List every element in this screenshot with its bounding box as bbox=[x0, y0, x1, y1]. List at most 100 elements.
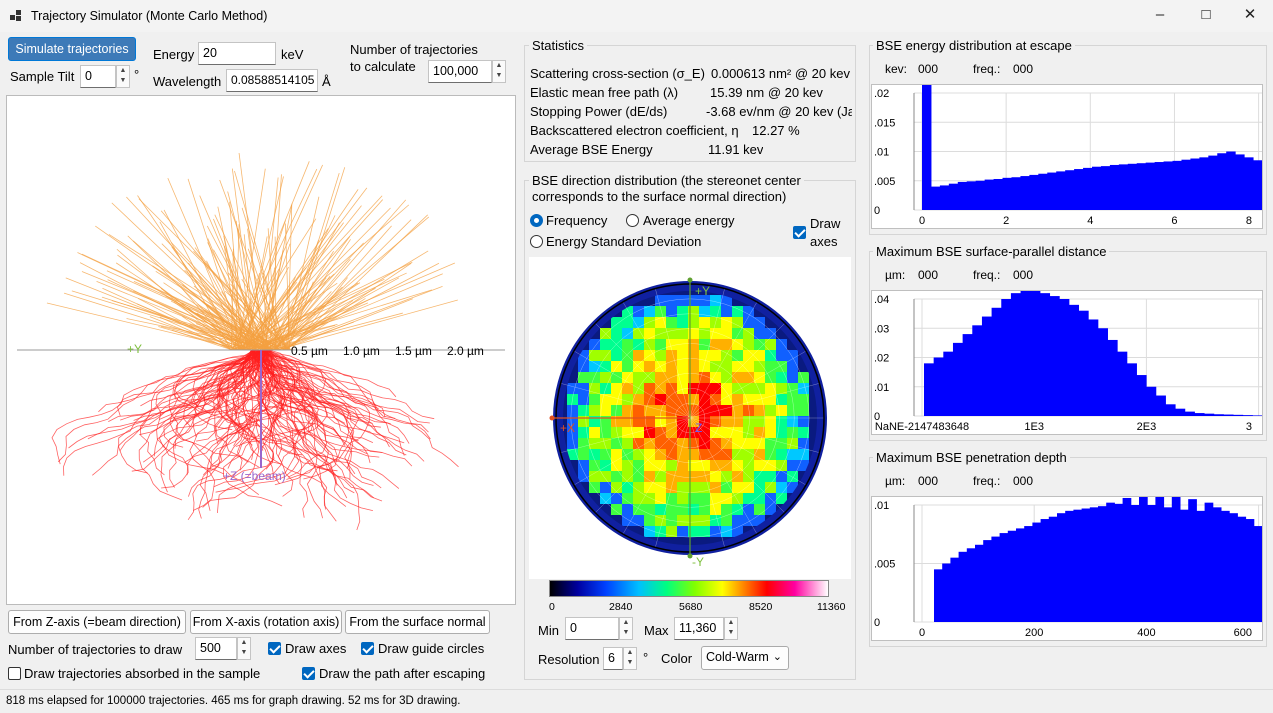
distance-hist-bar bbox=[981, 316, 993, 416]
draw-guide-checkbox[interactable] bbox=[361, 642, 374, 655]
stereo-draw-axes-checkbox[interactable] bbox=[793, 226, 806, 239]
depth-hist-ytick: 0 bbox=[874, 617, 880, 629]
depth-hist-info-freq: freq.: bbox=[973, 474, 1001, 488]
stat-value: 12.27 % bbox=[752, 123, 800, 138]
colorbar-tick-2: 5680 bbox=[679, 601, 703, 613]
distance-hist-bar bbox=[1049, 296, 1060, 416]
distance-hist-bar bbox=[1223, 414, 1234, 416]
distance-hist-bar bbox=[933, 357, 944, 416]
num-draw-spinner[interactable]: ▲ ▼ bbox=[237, 637, 251, 660]
maximize-button[interactable]: □ bbox=[1201, 6, 1211, 23]
num-draw-input[interactable]: 500 bbox=[195, 637, 237, 660]
depth-hist-ytick: .005 bbox=[874, 559, 895, 571]
color-select-value: Cold-Warm bbox=[706, 650, 769, 664]
minimize-button[interactable]: – bbox=[1155, 6, 1165, 23]
view-z-axis-button[interactable]: From Z-axis (=beam direction) bbox=[8, 610, 186, 634]
depth-hist-bar bbox=[1253, 526, 1262, 622]
depth-hist-bar bbox=[1024, 526, 1033, 622]
min-label: Min bbox=[538, 623, 559, 638]
depth-hist-bar bbox=[1229, 513, 1238, 622]
view-x-axis-button[interactable]: From X-axis (rotation axis) bbox=[190, 610, 342, 634]
draw-axes-checkbox[interactable] bbox=[268, 642, 281, 655]
distance-hist-bar bbox=[1020, 291, 1031, 416]
energy-input[interactable]: 20 bbox=[198, 42, 276, 65]
energy-hist-bar bbox=[1163, 161, 1174, 210]
stereonet-canvas bbox=[549, 277, 827, 559]
distance-hist-plot[interactable]: .04 .03 .02 .01 0 NaNE-2147483648 1E3 2E3 3 bbox=[871, 290, 1263, 435]
depth-hist-bar bbox=[1122, 497, 1132, 622]
radio-energy-std[interactable] bbox=[530, 235, 543, 248]
depth-hist-bar bbox=[1057, 513, 1066, 622]
max-spinner[interactable]: ▲ ▼ bbox=[724, 617, 738, 640]
colorbar-tick-3: 8520 bbox=[749, 601, 773, 613]
distance-hist-bar bbox=[943, 351, 954, 416]
energy-hist-bar bbox=[1181, 159, 1191, 210]
distance-hist-bar bbox=[991, 307, 1002, 416]
energy-hist-canvas: .02 .015 .01 .005 0 0 2 4 6 8 bbox=[874, 85, 1262, 227]
energy-hist-xtick: 8 bbox=[1246, 215, 1252, 227]
depth-hist-bar bbox=[942, 563, 951, 622]
y-axis-label: +Y bbox=[127, 342, 143, 356]
num-traj-input[interactable]: 100,000 bbox=[428, 60, 492, 83]
radio-average-energy[interactable] bbox=[626, 214, 639, 227]
trajectory-view[interactable]: 0.5 µm 1.0 µm 1.5 µm 2.0 µm +Y +Z (=beam… bbox=[6, 95, 516, 605]
energy-hist-bar bbox=[1065, 170, 1075, 210]
min-input[interactable]: 0 bbox=[565, 617, 619, 640]
resolution-spinner[interactable]: ▲ ▼ bbox=[623, 647, 637, 670]
depth-hist-bar bbox=[958, 551, 968, 622]
depth-hist-plot[interactable]: .01 .005 0 0 200 400 600 bbox=[871, 496, 1263, 641]
energy-label: Energy bbox=[153, 47, 195, 62]
energy-hist-bar bbox=[1056, 171, 1066, 210]
energy-hist-bar bbox=[1208, 155, 1218, 210]
energy-hist-bar bbox=[1226, 151, 1236, 210]
wavelength-input[interactable]: 0.08588514105 bbox=[226, 69, 318, 92]
energy-hist-bar bbox=[1109, 164, 1120, 210]
stereonet-view[interactable]: +Y -Y +X Z bbox=[529, 257, 851, 579]
energy-hist-plot[interactable]: .02 .015 .01 .005 0 0 2 4 6 8 bbox=[871, 84, 1263, 229]
distance-hist-ytick: .04 bbox=[874, 294, 889, 306]
scale-label-15: 1.5 µm bbox=[395, 344, 432, 358]
depth-hist-bar bbox=[1114, 503, 1124, 622]
depth-hist-bar bbox=[1188, 499, 1197, 622]
depth-hist-bar bbox=[934, 569, 943, 622]
distance-hist-bar bbox=[1155, 395, 1166, 416]
resolution-unit: ° bbox=[643, 650, 649, 665]
depth-hist-bar bbox=[1245, 519, 1255, 622]
radio-frequency[interactable] bbox=[530, 214, 543, 227]
energy-hist-bar bbox=[1011, 177, 1021, 210]
energy-hist-bar bbox=[1190, 158, 1200, 210]
close-button[interactable]: ✕ bbox=[1243, 6, 1257, 23]
tilt-spinner[interactable]: ▲ ▼ bbox=[116, 65, 130, 88]
distance-hist-bar bbox=[1010, 293, 1022, 416]
energy-hist-xtick: 0 bbox=[919, 215, 925, 227]
distance-hist-bar bbox=[952, 342, 964, 416]
depth-hist-info-unit: µm: bbox=[885, 474, 906, 488]
draw-after-escape-checkbox[interactable] bbox=[302, 667, 315, 680]
energy-hist-bar bbox=[1020, 176, 1030, 210]
max-input[interactable]: 11,360 bbox=[674, 617, 724, 640]
bse-direction-title-1: BSE direction distribution (the stereone… bbox=[529, 173, 804, 188]
depth-hist-bar bbox=[975, 544, 984, 622]
energy-hist-bar bbox=[975, 180, 986, 210]
colorbar-tick-0: 0 bbox=[549, 601, 555, 613]
min-spinner[interactable]: ▲ ▼ bbox=[619, 617, 633, 640]
color-select[interactable]: Cold-Warm ⌄ bbox=[701, 646, 789, 670]
resolution-input[interactable]: 6 bbox=[603, 647, 623, 670]
depth-hist-bar bbox=[983, 540, 992, 622]
stereo-draw-axes-label-1: Draw bbox=[810, 216, 841, 231]
distance-hist-bar bbox=[1097, 328, 1108, 416]
stereo-label-left: +X bbox=[560, 421, 576, 435]
num-traj-spinner[interactable]: ▲ ▼ bbox=[492, 60, 506, 83]
depth-hist-bar bbox=[1040, 519, 1050, 622]
distance-hist-bar bbox=[1068, 304, 1080, 416]
simulate-button[interactable]: Simulate trajectories bbox=[8, 37, 136, 61]
tilt-input[interactable]: 0 bbox=[80, 65, 116, 88]
depth-hist-bar bbox=[999, 533, 1009, 622]
depth-hist-canvas: .01 .005 0 0 200 400 600 bbox=[874, 497, 1262, 639]
view-normal-button[interactable]: From the surface normal bbox=[345, 610, 490, 634]
draw-absorbed-checkbox[interactable] bbox=[8, 667, 21, 680]
depth-hist-bar bbox=[1212, 507, 1222, 622]
energy-hist-info-unit-val: 000 bbox=[918, 62, 939, 76]
stat-label: Average BSE Energy bbox=[530, 142, 653, 157]
depth-hist-bar bbox=[966, 548, 976, 622]
